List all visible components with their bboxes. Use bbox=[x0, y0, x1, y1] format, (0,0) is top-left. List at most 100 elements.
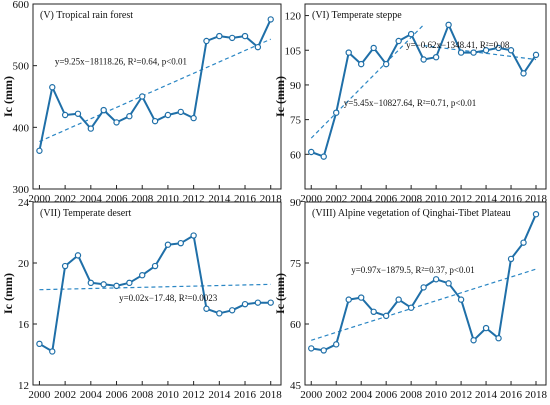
data-point bbox=[520, 70, 527, 77]
x-tick-label: 2000 bbox=[300, 193, 323, 205]
x-tick-label: 2008 bbox=[131, 193, 154, 205]
y-tick-label: 105 bbox=[285, 45, 302, 57]
panel-title: (VII) Temperate desert bbox=[40, 208, 132, 219]
data-point bbox=[228, 34, 236, 42]
y-tick-label: 400 bbox=[13, 122, 30, 134]
data-point bbox=[190, 114, 197, 122]
x-tick-label: 2008 bbox=[400, 193, 423, 205]
data-point bbox=[382, 60, 390, 68]
trend-equation: y=0.02x−17.48, R²=0.0023 bbox=[119, 293, 218, 303]
trend-line bbox=[423, 45, 537, 61]
y-tick-label: 75 bbox=[290, 115, 302, 127]
y-axis-label: Ic (mm) bbox=[1, 76, 15, 117]
data-point bbox=[345, 296, 352, 303]
x-tick-label: 2012 bbox=[450, 389, 472, 401]
data-point bbox=[126, 279, 133, 287]
x-tick-label: 2006 bbox=[375, 193, 398, 205]
y-tick-label: 20 bbox=[18, 258, 30, 270]
data-point bbox=[532, 210, 540, 218]
x-tick-label: 2000 bbox=[300, 389, 323, 401]
data-point bbox=[407, 304, 415, 311]
data-point bbox=[254, 43, 262, 51]
trend-equation: y=0.97x−1879.5, R²=0.37, p<0.01 bbox=[351, 265, 475, 275]
data-point bbox=[61, 262, 69, 270]
y-tick-label: 600 bbox=[13, 0, 30, 11]
x-tick-label: 2018 bbox=[525, 389, 548, 401]
data-point bbox=[382, 312, 390, 320]
x-tick-label: 2006 bbox=[375, 389, 398, 401]
x-tick-label: 2016 bbox=[234, 193, 257, 205]
data-point bbox=[216, 310, 223, 317]
x-tick-label: 2016 bbox=[500, 193, 523, 205]
data-point bbox=[407, 30, 415, 38]
trend-line bbox=[311, 268, 537, 341]
x-tick-label: 2010 bbox=[157, 193, 180, 205]
trend-line bbox=[39, 283, 271, 291]
data-point bbox=[151, 117, 159, 125]
x-tick-label: 2004 bbox=[350, 193, 373, 205]
panel-title: (V) Tropical rain forest bbox=[40, 10, 133, 21]
plot-frame bbox=[32, 201, 282, 386]
x-tick-label: 2004 bbox=[80, 193, 103, 205]
trend-equation-late: y=−0.62x−1348.41, R²=0.08 bbox=[406, 40, 510, 50]
data-point bbox=[87, 125, 95, 132]
data-point bbox=[49, 84, 56, 91]
data-point bbox=[228, 307, 236, 314]
data-point bbox=[507, 47, 515, 54]
data-point bbox=[203, 37, 210, 45]
x-tick-label: 2002 bbox=[325, 389, 347, 401]
data-point bbox=[36, 147, 43, 154]
data-point bbox=[241, 300, 249, 308]
x-tick-label: 2014 bbox=[208, 193, 231, 205]
data-point bbox=[203, 305, 210, 312]
data-point bbox=[370, 308, 377, 315]
y-tick-label: 75 bbox=[290, 258, 302, 270]
y-axis-label: Ic (mm) bbox=[1, 273, 15, 314]
data-point bbox=[333, 109, 340, 116]
data-point bbox=[190, 232, 197, 239]
data-point bbox=[100, 281, 107, 288]
x-tick-label: 2004 bbox=[80, 389, 103, 401]
x-tick-label: 2010 bbox=[157, 389, 180, 401]
panel-tropical-rain-forest: (V) Tropical rain forest Ic (mm) 300 400 5… bbox=[1, 0, 282, 205]
x-tick-label: 2010 bbox=[425, 389, 448, 401]
x-tick-label: 2002 bbox=[54, 389, 76, 401]
series-line bbox=[38, 18, 272, 151]
data-point bbox=[267, 16, 274, 23]
data-point bbox=[520, 239, 527, 246]
data-point bbox=[482, 324, 490, 332]
trend-line bbox=[39, 38, 271, 143]
data-point bbox=[507, 255, 515, 263]
data-point bbox=[308, 345, 315, 352]
x-tick-label: 2002 bbox=[54, 193, 76, 205]
x-tick-label: 2006 bbox=[106, 193, 129, 205]
data-point bbox=[49, 348, 56, 355]
data-point bbox=[216, 32, 223, 40]
data-point bbox=[320, 347, 327, 354]
data-point bbox=[151, 262, 159, 270]
panel-alpine-vegetation: (VIII) Alpine vegetation of Qinghai-Tibe… bbox=[273, 197, 548, 401]
data-point bbox=[357, 294, 365, 301]
data-point bbox=[74, 252, 82, 259]
data-point bbox=[139, 93, 146, 100]
x-tick-label: 2014 bbox=[475, 389, 498, 401]
x-tick-label: 2000 bbox=[28, 193, 51, 205]
trend-equation-early: y=5.45x−10827.64, R²=0.71, p<0.01 bbox=[344, 98, 477, 108]
data-point bbox=[457, 296, 465, 303]
x-tick-label: 2000 bbox=[28, 389, 51, 401]
trend-line bbox=[310, 24, 425, 139]
panel-temperate-steppe: (VI) Temperate steppe Ic (mm) 60 75 90 105 1… bbox=[273, 3, 548, 205]
y-tick-label: 120 bbox=[285, 11, 302, 23]
x-tick-label: 2018 bbox=[260, 193, 283, 205]
data-point bbox=[241, 32, 249, 40]
trend-equation: y=9.25x−18118.26, R²=0.64, p<0.01 bbox=[55, 56, 187, 66]
data-point bbox=[333, 341, 340, 348]
x-tick-label: 2018 bbox=[260, 389, 283, 401]
data-point bbox=[420, 56, 427, 63]
panel-title: (VIII) Alpine vegetation of Qinghai-Tibe… bbox=[312, 208, 511, 219]
data-point bbox=[532, 51, 540, 59]
data-point bbox=[482, 47, 490, 54]
x-tick-label: 2008 bbox=[400, 389, 423, 401]
data-point bbox=[320, 153, 327, 160]
